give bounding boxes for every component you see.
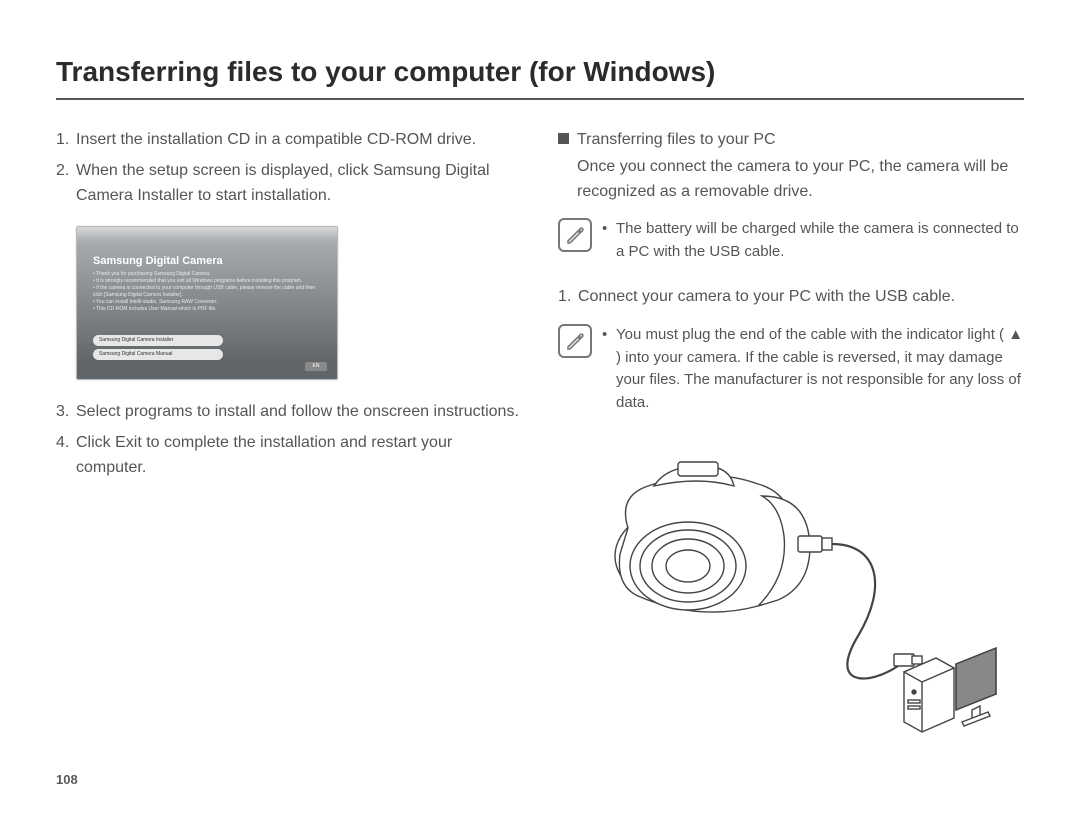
note-text: • The battery will be charged while the …	[602, 218, 1024, 263]
installer-title: Samsung Digital Camera	[93, 253, 223, 270]
bullet-dot: •	[602, 218, 616, 263]
note-battery: • The battery will be charged while the …	[558, 218, 1024, 263]
installer-button-1: Samsung Digital Camera Installer	[93, 335, 223, 346]
step-4: 4. Click Exit to complete the installati…	[56, 431, 522, 481]
pencil-note-icon	[565, 225, 585, 245]
note-content: The battery will be charged while the ca…	[616, 218, 1024, 263]
manual-page: Transferring files to your computer (for…	[0, 0, 1080, 815]
square-bullet-icon	[558, 133, 569, 144]
camera-connection-illustration	[558, 436, 998, 736]
installer-line: • You can install Intelli-studio, Samsun…	[93, 299, 321, 306]
content-columns: 1. Insert the installation CD in a compa…	[56, 128, 1024, 736]
step-text: Insert the installation CD in a compatib…	[76, 128, 522, 153]
bullet-dot: •	[602, 324, 616, 414]
left-column: 1. Insert the installation CD in a compa…	[56, 128, 522, 736]
installer-screenshot: Samsung Digital Camera • Thank you for p…	[76, 226, 338, 380]
step-number: 2.	[56, 159, 76, 209]
note-text: • You must plug the end of the cable wit…	[602, 324, 1024, 414]
subheading-text: Transferring files to your PC	[577, 128, 776, 153]
step-text: Select programs to install and follow th…	[76, 400, 522, 425]
note-warning: • You must plug the end of the cable wit…	[558, 324, 1024, 414]
installer-body: • Thank you for purchasing Samsung Digit…	[93, 271, 321, 313]
step-number: 1.	[56, 128, 76, 153]
note-icon	[558, 218, 592, 252]
subheading-row: Transferring files to your PC	[558, 128, 1024, 153]
step-text: Connect your camera to your PC with the …	[578, 285, 1024, 310]
step-1: 1. Insert the installation CD in a compa…	[56, 128, 522, 153]
step-text: Click Exit to complete the installation …	[76, 431, 522, 481]
step-2: 2. When the setup screen is displayed, c…	[56, 159, 522, 209]
step-number: 3.	[56, 400, 76, 425]
installer-line: • Thank you for purchasing Samsung Digit…	[93, 271, 321, 278]
language-badge: EN	[305, 362, 327, 371]
installer-button-2: Samsung Digital Camera Manual	[93, 349, 223, 360]
step-text: When the setup screen is displayed, clic…	[76, 159, 522, 209]
page-title: Transferring files to your computer (for…	[56, 56, 1024, 100]
note-content: You must plug the end of the cable with …	[616, 324, 1024, 414]
page-number: 108	[56, 772, 78, 787]
right-step-1: 1. Connect your camera to your PC with t…	[558, 285, 1024, 310]
subheading-desc: Once you connect the camera to your PC, …	[558, 155, 1024, 205]
installer-line: • If the camera is connected to your com…	[93, 285, 321, 299]
note-icon	[558, 324, 592, 358]
installer-line: • It is strongly recommended that you ex…	[93, 278, 321, 285]
right-column: Transferring files to your PC Once you c…	[558, 128, 1024, 736]
step-3: 3. Select programs to install and follow…	[56, 400, 522, 425]
installer-line: • This CD-ROM includes User Manual which…	[93, 306, 321, 313]
step-number: 1.	[558, 285, 578, 310]
pencil-note-icon	[565, 331, 585, 351]
step-number: 4.	[56, 431, 76, 481]
